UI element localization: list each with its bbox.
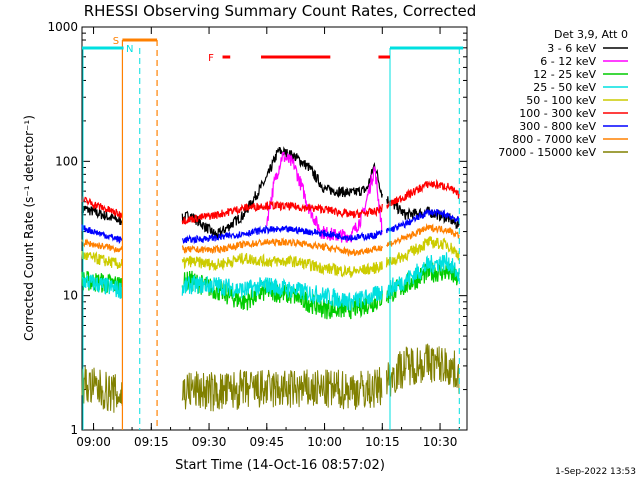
series-line	[182, 224, 383, 245]
series-line	[81, 366, 123, 413]
series-line	[181, 252, 383, 278]
series-line	[81, 203, 123, 225]
series-line	[385, 236, 460, 268]
series-line	[181, 367, 383, 412]
series-line	[81, 274, 123, 299]
legend-label: 3 - 6 keV	[547, 42, 596, 55]
series-line	[181, 275, 383, 311]
x-tick-label: 09:15	[134, 435, 169, 449]
chart-title: RHESSI Observing Summary Count Rates, Co…	[84, 2, 477, 20]
y-tick-label: 10	[63, 289, 78, 303]
legend-label: 12 - 25 keV	[533, 68, 596, 81]
series-line	[385, 208, 460, 234]
x-axis-label: Start Time (14-Oct-16 08:57:02)	[175, 458, 385, 473]
series-line	[81, 238, 123, 254]
series-layer	[81, 146, 460, 413]
series-line	[181, 200, 383, 225]
series-line	[386, 343, 460, 397]
series-line	[386, 178, 460, 209]
x-tick-label: 09:00	[76, 435, 111, 449]
y-tick-label: 1000	[47, 20, 78, 34]
night-label: N	[126, 44, 133, 55]
y-axis-label: Corrected Count Rate (s⁻¹ detector⁻¹)	[22, 115, 36, 341]
series-line	[81, 196, 123, 219]
x-tick-label: 10:15	[365, 435, 400, 449]
legend-label: 300 - 800 keV	[519, 120, 596, 133]
saa-label: S	[113, 36, 119, 47]
series-line	[181, 270, 383, 320]
legend-label: 7000 - 15000 keV	[498, 146, 596, 159]
legend-label: 100 - 300 keV	[519, 107, 596, 120]
x-tick-label: 10:30	[423, 435, 458, 449]
y-tick-label: 1	[70, 423, 78, 437]
y-tick-label: 100	[55, 154, 78, 168]
series-line	[386, 196, 460, 230]
x-tick-label: 09:30	[192, 435, 227, 449]
x-tick-label: 09:45	[250, 435, 285, 449]
legend-label: 25 - 50 keV	[533, 81, 596, 94]
series-line	[385, 261, 460, 304]
series-line	[386, 252, 460, 299]
series-line	[81, 224, 123, 245]
series-line	[81, 250, 123, 269]
series-line	[181, 237, 383, 258]
flare-label: F	[208, 53, 214, 64]
legend-header: Det 3,9, Att 0	[554, 28, 628, 41]
legend-label: 800 - 7000 keV	[512, 133, 596, 146]
flags-layer: SN F	[82, 36, 464, 430]
series-line	[266, 151, 383, 243]
series-line	[385, 223, 460, 248]
x-tick-label: 10:00	[307, 435, 342, 449]
x-axis: 09:00 09:15 09:30 09:45 10:00 10:15 10:30	[76, 27, 460, 449]
legend-label: 50 - 100 keV	[526, 94, 596, 107]
legend-label: 6 - 12 keV	[540, 55, 596, 68]
timestamp-footer: 1-Sep-2022 13:53	[555, 467, 636, 477]
